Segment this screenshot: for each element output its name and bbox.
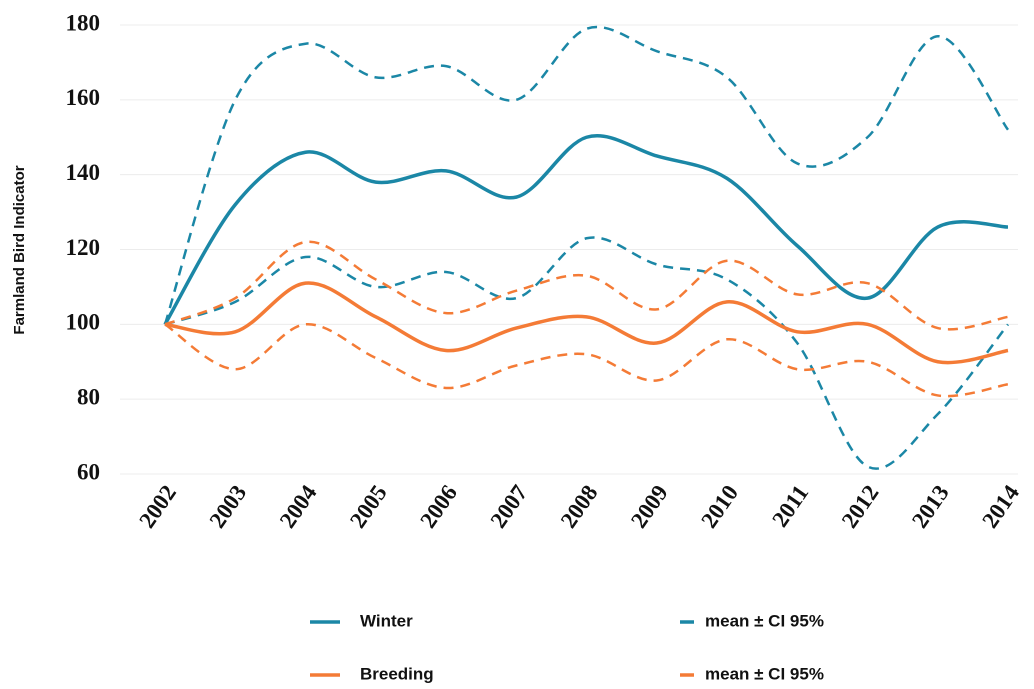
x-tick-label: 2006 bbox=[415, 481, 462, 533]
y-tick-label: 60 bbox=[77, 459, 100, 484]
x-tick-label: 2013 bbox=[907, 481, 954, 533]
y-tick-label: 80 bbox=[77, 384, 100, 409]
legend-label: mean ± CI 95% bbox=[705, 664, 824, 683]
series-line bbox=[164, 281, 1009, 365]
x-tick-label: 2008 bbox=[556, 481, 603, 533]
ci-line bbox=[164, 323, 1009, 398]
series-line bbox=[163, 134, 1009, 326]
ci-line bbox=[164, 240, 1009, 331]
x-tick-label: 2010 bbox=[696, 481, 743, 533]
y-tick-label: 120 bbox=[66, 235, 101, 260]
x-tick-label: 2012 bbox=[837, 481, 884, 533]
y-tick-label: 140 bbox=[66, 160, 101, 185]
x-tick-label: 2005 bbox=[345, 481, 392, 533]
x-tick-label: 2007 bbox=[485, 481, 532, 533]
y-tick-label: 100 bbox=[66, 310, 101, 335]
x-tick-label: 2014 bbox=[977, 480, 1024, 532]
y-tick-label: 160 bbox=[66, 85, 101, 110]
y-tick-label: 180 bbox=[66, 10, 101, 35]
ci-line bbox=[164, 236, 1009, 470]
x-tick-label: 2009 bbox=[626, 481, 673, 533]
legend-label: Breeding bbox=[360, 664, 434, 683]
x-tick-label: 2011 bbox=[767, 481, 813, 532]
x-tick-label: 2002 bbox=[134, 481, 181, 533]
legend-label: mean ± CI 95% bbox=[705, 611, 824, 630]
y-axis-label: Farmland Bird Indicator bbox=[11, 165, 28, 334]
ci-line bbox=[163, 25, 1010, 325]
x-tick-label: 2004 bbox=[275, 480, 322, 532]
legend-label: Winter bbox=[360, 611, 413, 630]
x-tick-label: 2003 bbox=[204, 481, 251, 533]
